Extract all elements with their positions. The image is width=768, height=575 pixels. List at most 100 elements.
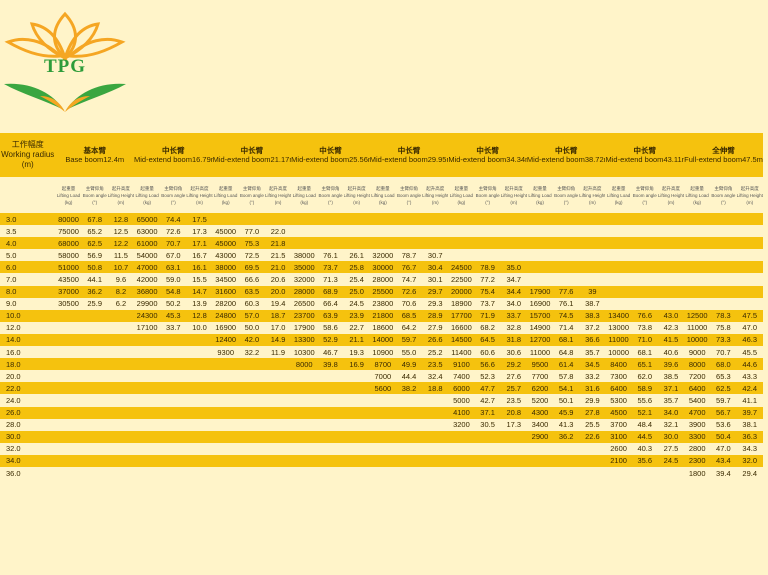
table-cell <box>291 418 318 431</box>
table-cell <box>684 285 711 298</box>
table-row: 10.0 24300 45.3 12.8 24800 57.0 18.7 23700 63.9 2… <box>0 309 763 322</box>
table-cell: 66.6 <box>238 273 265 286</box>
table-cell: 24.5 <box>343 297 370 310</box>
table-cell <box>81 370 108 383</box>
table-cell: 11.5 <box>107 249 135 262</box>
table-cell: 10000 <box>684 333 711 347</box>
boom-header-cn: 中长臂 <box>476 146 499 155</box>
table-row: 5.0 58000 56.9 11.5 54000 67.0 16.7 43000 72.5 21… <box>0 249 763 262</box>
subheader-unit: (°) <box>170 199 176 205</box>
table-cell <box>631 213 658 226</box>
table-cell: 61.4 <box>553 358 580 371</box>
table-cell: 18.7 <box>264 309 292 322</box>
subheader-cell: 主臂仰角 Boom angle (°) <box>395 177 423 213</box>
table-cell: 27.8 <box>579 406 606 419</box>
table-cell: 16600 <box>448 321 475 334</box>
table-cell: 38.7 <box>579 297 606 310</box>
table-cell <box>107 382 135 395</box>
table-cell <box>160 442 187 455</box>
subheader-row: 起重量 Lifting Load (kg) 主臂仰角 Boom angle (°) 起升高度… <box>0 177 763 213</box>
table-cell <box>160 346 187 359</box>
table-cell <box>212 382 239 395</box>
table-cell <box>81 406 108 419</box>
table-cell <box>657 285 685 298</box>
table-cell <box>160 333 187 347</box>
table-cell <box>631 466 658 480</box>
table-cell: 77.6 <box>553 285 580 298</box>
table-cell <box>605 297 632 310</box>
table-cell <box>526 213 554 226</box>
subheader-cn: 起升高度 <box>583 185 602 191</box>
table-cell: 17100 <box>134 321 161 334</box>
table-cell <box>553 261 580 274</box>
table-row: 6.0 51000 50.8 10.7 47000 63.1 16.1 38000 69.5 21… <box>0 261 763 274</box>
table-cell: 32.2 <box>238 346 265 359</box>
radius-cell: 32.0 <box>0 442 56 455</box>
subheader-cn: 起重量 <box>690 185 704 191</box>
table-cell <box>55 382 82 395</box>
table-cell: 58.6 <box>317 321 344 334</box>
table-cell: 65.2 <box>81 225 108 238</box>
table-cell: 8.2 <box>107 285 135 298</box>
table-cell: 74.7 <box>395 273 423 286</box>
table-cell <box>186 454 213 467</box>
table-cell <box>369 454 396 467</box>
table-cell <box>81 430 108 443</box>
table-cell: 4500 <box>605 406 632 419</box>
table-cell: 38.3 <box>579 309 606 322</box>
table-cell <box>526 454 554 467</box>
load-chart-table-wrap: 工作幅度 Working radius (m) 基本臂 Base boom12.4… <box>0 133 768 480</box>
table-cell: 1800 <box>684 466 711 480</box>
table-cell <box>395 442 423 455</box>
table-cell: 2600 <box>605 442 632 455</box>
table-cell: 32.4 <box>422 370 449 383</box>
subheader-cell: 起升高度 Lifting Height (m) <box>736 177 763 213</box>
table-cell <box>264 430 292 443</box>
table-cell: 53.6 <box>710 418 737 431</box>
table-row: 32.0 2600 40.3 27.5 2800 47.0 34.3 <box>0 442 763 455</box>
subheader-unit: (kg) <box>300 199 309 205</box>
table-cell: 36.2 <box>553 430 580 443</box>
subheader-cell: 起升高度 Lifting Height (m) <box>186 177 213 213</box>
table-cell <box>474 249 501 262</box>
table-row: 4.0 68000 62.5 12.2 61000 70.7 17.1 45000 75.3 21… <box>0 237 763 250</box>
table-cell <box>526 237 554 250</box>
table-row: 34.0 2100 35.6 24.5 2300 43.4 32.0 <box>0 454 763 467</box>
table-cell <box>553 273 580 286</box>
boom-header-en: Base boom <box>65 155 104 164</box>
subheader-cn: 主臂仰角 <box>557 185 576 191</box>
table-cell: 42.7 <box>474 394 501 407</box>
table-cell: 68.0 <box>710 358 737 371</box>
table-cell <box>395 454 423 467</box>
table-cell <box>605 237 632 250</box>
table-cell: 21.0 <box>264 261 292 274</box>
table-cell <box>212 454 239 467</box>
table-cell <box>186 333 213 347</box>
table-cell: 45.3 <box>160 309 187 322</box>
subheader-cell: 起升高度 Lifting Height (m) <box>500 177 527 213</box>
table-cell <box>474 466 501 480</box>
table-cell <box>160 394 187 407</box>
table-cell <box>474 454 501 467</box>
subheader-cn: 起升高度 <box>426 185 445 191</box>
table-cell <box>55 442 82 455</box>
table-cell: 65.1 <box>631 358 658 371</box>
table-cell: 35.7 <box>657 394 685 407</box>
table-cell <box>55 346 82 359</box>
boom-header-en: Mid-extend boom <box>212 155 271 164</box>
table-row: 3.5 75000 65.2 12.5 63000 72.6 17.3 45000 77.0 22… <box>0 225 763 238</box>
table-cell: 33.7 <box>160 321 187 334</box>
table-cell: 25.5 <box>579 418 606 431</box>
radius-cell: 34.0 <box>0 454 56 467</box>
table-cell <box>657 237 685 250</box>
radius-cell: 18.0 <box>0 358 56 371</box>
subheader-cn: 起重量 <box>297 185 312 191</box>
table-cell <box>657 261 685 274</box>
table-cell <box>343 442 370 455</box>
table-cell <box>81 358 108 371</box>
radius-cell: 7.0 <box>0 273 56 286</box>
table-cell: 9300 <box>212 346 239 359</box>
subheader-en: Lifting Load <box>56 192 81 198</box>
subheader-en: Boom angle <box>318 192 343 198</box>
